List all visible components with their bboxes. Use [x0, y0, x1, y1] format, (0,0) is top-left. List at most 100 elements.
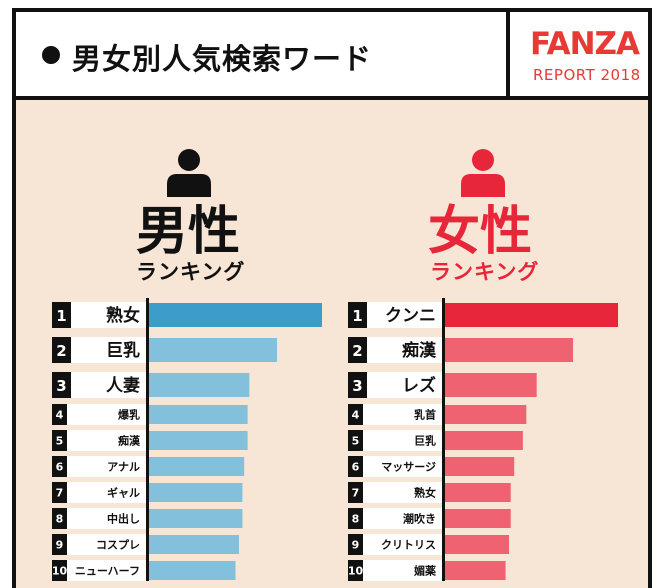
male-heading: 男性 — [136, 202, 241, 262]
female-rank-number: 2 — [352, 342, 362, 360]
female-rank-box — [348, 482, 363, 503]
male-rank-number: 3 — [56, 377, 66, 395]
female-rank-box — [348, 404, 363, 425]
male-bar — [149, 457, 245, 476]
male-bar — [149, 561, 236, 580]
male-rank-number: 7 — [56, 487, 64, 500]
female-label-bg — [367, 337, 442, 363]
page-title: 男女別人気検索ワード — [72, 42, 373, 76]
female-person-icon — [461, 149, 505, 197]
female-rank-box — [348, 430, 363, 451]
male-label-bg — [67, 482, 146, 503]
female-bar — [445, 405, 527, 424]
male-category-label: 痴漢 — [118, 434, 141, 448]
male-rank-number: 8 — [56, 513, 64, 526]
female-rank-number: 7 — [352, 487, 360, 500]
male-category-label: ギャル — [107, 486, 140, 500]
male-label-bg — [67, 456, 146, 477]
male-rank-number: 9 — [56, 539, 64, 552]
female-rank-number: 9 — [352, 539, 360, 552]
male-rank-box — [52, 456, 67, 477]
male-rank-box — [52, 430, 67, 451]
female-label-bg — [367, 372, 442, 398]
female-category-label: クリトリス — [381, 539, 436, 552]
female-category-label: マッサージ — [381, 461, 436, 474]
female-category-label: 巨乳 — [414, 434, 436, 448]
female-label-bg — [363, 404, 442, 425]
male-rank-box — [52, 404, 67, 425]
male-category-label: 巨乳 — [106, 340, 140, 361]
male-category-label: アナル — [107, 461, 140, 474]
female-rank-number: 10 — [348, 565, 364, 578]
male-rank-box — [52, 337, 71, 363]
report-label: REPORT 2018 — [533, 66, 641, 84]
female-rank-box — [348, 534, 363, 555]
female-label-bg — [363, 534, 442, 555]
female-rank-box — [348, 302, 367, 328]
female-category-label: 乳首 — [414, 408, 436, 422]
title-bullet-icon — [42, 46, 60, 64]
female-rank-box — [348, 508, 363, 529]
female-label-bg — [363, 430, 442, 451]
male-category-label: 人妻 — [106, 376, 140, 396]
male-rank-number: 2 — [56, 342, 66, 360]
male-bar — [149, 483, 243, 502]
female-bar — [445, 303, 618, 327]
fanza-logo: FANZA — [530, 26, 640, 62]
header-bar: 男女別人気検索ワード FANZA REPORT 2018 — [16, 12, 648, 100]
male-category-label: ニューハーフ — [75, 565, 140, 578]
male-label-bg — [67, 430, 146, 451]
male-category-label: コスプレ — [96, 538, 140, 552]
female-bar — [445, 535, 510, 554]
male-rank-box — [52, 508, 67, 529]
male-rank-box — [52, 482, 67, 503]
male-bar — [149, 338, 278, 362]
male-label-bg — [67, 508, 146, 529]
male-category-label: 熟女 — [106, 305, 140, 326]
female-bar — [445, 561, 506, 580]
male-rank-number: 5 — [56, 435, 64, 448]
male-bar — [149, 535, 239, 554]
female-rank-number: 4 — [352, 409, 360, 422]
female-bar — [445, 457, 515, 476]
male-rank-number: 10 — [52, 565, 68, 578]
header-divider — [506, 12, 510, 100]
female-bar — [445, 483, 511, 502]
female-label-bg — [363, 508, 442, 529]
male-label-bg — [67, 534, 146, 555]
male-rank-number: 1 — [56, 307, 66, 325]
male-rank-box — [52, 560, 67, 581]
female-category-label: レズ — [402, 375, 436, 396]
female-category-label: 熟女 — [414, 486, 436, 500]
male-rank-number: 6 — [56, 461, 64, 474]
female-category-label: 媚薬 — [414, 564, 437, 578]
female-category-label: クンニ — [385, 306, 436, 326]
male-bar — [149, 431, 248, 450]
male-label-bg — [71, 372, 146, 398]
female-bar — [445, 373, 537, 397]
male-label-bg — [71, 302, 146, 328]
female-subheading: ランキング — [430, 260, 540, 284]
male-category-label: 爆乳 — [118, 408, 140, 422]
female-rank-number: 1 — [352, 307, 362, 325]
female-label-bg — [363, 482, 442, 503]
female-heading: 女性 — [428, 202, 533, 262]
male-bar — [149, 373, 250, 397]
male-person-icon — [167, 149, 211, 197]
male-category-label: 中出し — [107, 512, 140, 526]
female-rank-number: 5 — [352, 435, 360, 448]
female-label-bg — [367, 302, 442, 328]
male-bar — [149, 303, 322, 327]
female-axis-line — [442, 298, 445, 581]
male-subheading: ランキング — [136, 260, 246, 284]
female-rank-box — [348, 372, 367, 398]
female-rank-box — [348, 456, 363, 477]
male-bar — [149, 405, 248, 424]
female-category-label: 潮吹き — [403, 512, 436, 526]
male-label-bg — [67, 404, 146, 425]
female-bar — [445, 509, 511, 528]
female-bar — [445, 431, 523, 450]
male-rank-box — [52, 534, 67, 555]
male-axis-line — [146, 298, 149, 581]
